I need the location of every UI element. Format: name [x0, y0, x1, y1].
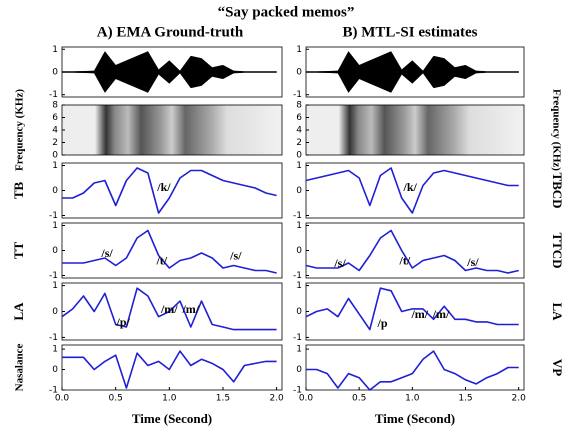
- y-axis-label: LA: [11, 302, 26, 321]
- y-tick-label: 4: [296, 126, 302, 136]
- trace-line: [61, 287, 277, 331]
- y-tick-label: 8: [52, 101, 58, 111]
- y-tick-label: 6: [52, 113, 58, 123]
- trace-line: [306, 350, 519, 391]
- panel-frame: [61, 282, 283, 341]
- y-tick-label: 1: [52, 221, 58, 231]
- annotation: /t/: [155, 254, 167, 268]
- y-axis-label: Frequency (KHz): [14, 89, 26, 171]
- y-tick-label: 0: [52, 151, 58, 161]
- x-tick-label: 0.0: [299, 394, 314, 404]
- x-tick-label: 0.5: [352, 394, 366, 404]
- y-tick-label: 0: [296, 307, 302, 317]
- y-tick-label: 0: [296, 68, 302, 78]
- y-tick-label: 1: [52, 345, 58, 355]
- trace-line: [62, 229, 277, 274]
- y-tick-label: 0: [52, 68, 58, 78]
- panel-frame: [61, 344, 283, 391]
- y-tick-label: -1: [49, 90, 58, 100]
- x-tick-label: 0.0: [55, 394, 70, 404]
- y-tick-label: 0: [52, 246, 58, 256]
- y-axis-label: TTCD: [550, 232, 565, 268]
- annotation: /m/: [181, 302, 199, 316]
- x-tick-label: 2.0: [512, 394, 527, 404]
- panel-frame: [305, 282, 525, 341]
- y-tick-label: -1: [293, 90, 302, 100]
- column-title: A) EMA Ground-truth: [97, 24, 244, 40]
- y-tick-label: 1: [296, 281, 302, 291]
- y-tick-label: 0: [296, 365, 302, 375]
- y-tick-label: 0: [52, 307, 58, 317]
- y-tick-label: -1: [49, 211, 58, 221]
- panel-frame: [305, 344, 525, 391]
- y-axis-label: VP: [550, 359, 565, 376]
- y-tick-label: 0: [296, 186, 302, 196]
- y-axis-label: TT: [11, 242, 26, 260]
- y-tick-label: 1: [296, 221, 302, 231]
- y-tick-label: 0: [296, 246, 302, 256]
- annotation: /s/: [333, 256, 346, 270]
- y-tick-label: 0: [52, 186, 58, 196]
- trace-line: [62, 167, 277, 214]
- y-tick-label: -1: [49, 386, 58, 396]
- y-tick-label: -1: [49, 271, 58, 281]
- y-tick-label: 8: [296, 101, 302, 111]
- figure-title: “Say packed memos”: [218, 4, 355, 20]
- y-tick-label: 0: [296, 151, 302, 161]
- y-tick-label: -1: [49, 333, 58, 343]
- y-tick-label: 1: [52, 281, 58, 291]
- y-axis-label: LA: [550, 302, 565, 321]
- annotation: /k/: [156, 180, 171, 194]
- panel-frame: [305, 104, 525, 156]
- annotation: /k/: [403, 180, 418, 194]
- x-tick-label: 1.5: [216, 394, 230, 404]
- y-tick-label: -1: [293, 271, 302, 281]
- y-axis-label: TB: [11, 182, 26, 200]
- y-tick-label: 2: [52, 138, 58, 148]
- annotation: /s/: [229, 249, 242, 263]
- panel-frame: [305, 222, 525, 279]
- trace-line: [305, 167, 519, 214]
- y-tick-label: 2: [296, 138, 302, 148]
- annotation: /m/: [160, 302, 178, 316]
- y-tick-label: 1: [296, 345, 302, 355]
- y-tick-label: 1: [52, 161, 58, 171]
- y-tick-label: 1: [296, 161, 302, 171]
- y-tick-label: -1: [293, 386, 302, 396]
- column-title: B) MTL-SI estimates: [343, 24, 478, 40]
- annotation: /p: [377, 316, 388, 330]
- y-tick-label: 0: [52, 365, 58, 375]
- x-tick-label: 1.5: [458, 394, 472, 404]
- trace-line: [305, 229, 519, 274]
- y-axis-label: Nasalance: [14, 344, 26, 392]
- y-tick-label: 1: [52, 45, 58, 55]
- x-tick-label: 1.0: [405, 394, 420, 404]
- y-axis-label: Frequency (KHz): [550, 89, 562, 171]
- y-tick-label: 4: [52, 126, 58, 136]
- x-tick-label: 1.0: [162, 394, 177, 404]
- x-axis-label: Time (Second): [132, 411, 212, 426]
- annotation: /s/: [100, 246, 113, 260]
- waveform-envelope: [61, 51, 277, 93]
- trace-line: [62, 350, 277, 389]
- x-tick-label: 2.0: [269, 394, 284, 404]
- panel-frame: [61, 104, 283, 156]
- waveform-envelope: [305, 51, 519, 93]
- annotation: /m/: [410, 307, 428, 321]
- panel-frame: [61, 162, 283, 219]
- annotation: /m/: [432, 307, 450, 321]
- annotation: /t/: [399, 254, 411, 268]
- annotation: /p/: [115, 315, 130, 329]
- y-tick-label: -1: [293, 211, 302, 221]
- y-tick-label: 6: [296, 113, 302, 123]
- y-axis-label: TBCD: [550, 172, 565, 208]
- y-tick-label: 1: [296, 45, 302, 55]
- y-tick-label: -1: [293, 333, 302, 343]
- x-axis-label: Time (Second): [375, 411, 455, 426]
- x-tick-label: 0.5: [108, 394, 122, 404]
- trace-line: [305, 287, 519, 331]
- annotation: /s/: [466, 255, 479, 269]
